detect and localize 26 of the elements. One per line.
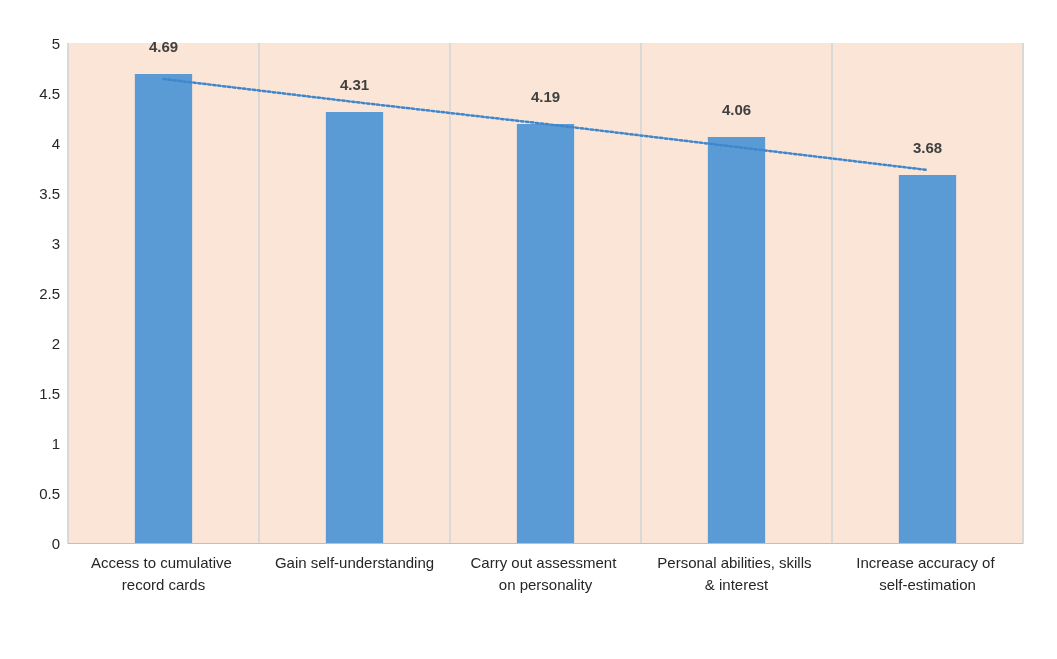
- y-tick-label: 5: [51, 34, 60, 52]
- data-label: 4.69: [148, 38, 179, 55]
- x-tick-label: Gain self-understanding: [274, 553, 435, 571]
- y-tick-label: 2: [51, 334, 60, 352]
- y-tick-label: 0.5: [39, 484, 60, 502]
- x-tick-label: Carry out assessment on personality: [470, 553, 621, 593]
- y-tick-label: 3: [51, 234, 60, 252]
- y-tick-label: 1.5: [39, 384, 60, 402]
- x-tick-label: Access to cumulative record cards: [90, 553, 237, 593]
- bar: [134, 74, 193, 543]
- bar: [898, 175, 957, 543]
- y-tick-label: 4.5: [39, 84, 60, 102]
- bar: [516, 124, 575, 543]
- x-tick-label: Increase accuracy of self-estimation: [856, 553, 999, 593]
- y-tick-label: 2.5: [39, 284, 60, 302]
- y-tick-label: 3.5: [39, 184, 60, 202]
- x-tick-label: Personal abilities, skills & interest: [657, 553, 816, 593]
- data-label: 4.31: [339, 76, 370, 93]
- data-label: 3.68: [912, 139, 943, 156]
- bar: [707, 137, 766, 543]
- y-tick-label: 1: [51, 434, 60, 452]
- y-tick-label: 0: [51, 534, 60, 552]
- y-tick-label: 4: [51, 134, 60, 152]
- data-label: 4.19: [530, 88, 561, 105]
- bar: [325, 112, 384, 543]
- data-label: 4.06: [721, 101, 752, 118]
